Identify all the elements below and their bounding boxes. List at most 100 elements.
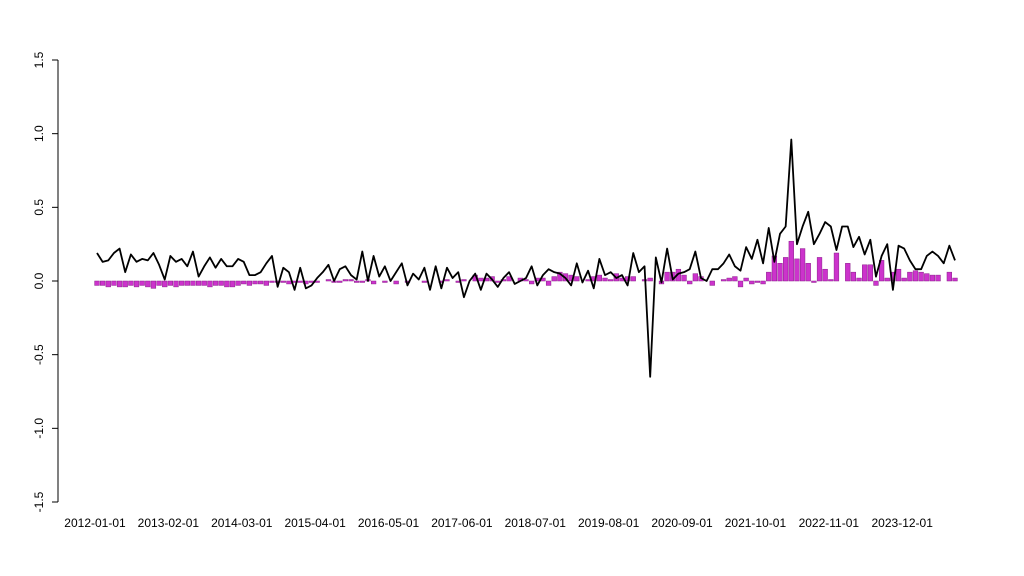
bar [816,257,823,282]
bar [924,273,930,282]
bar [105,280,111,288]
bar [935,274,941,282]
bar [212,280,219,286]
bar [602,277,608,282]
bar [895,268,902,282]
bar [359,280,365,283]
bar [952,277,958,282]
bar [252,280,258,285]
x-tick-label: 2021-10-01 [725,516,787,530]
bar [461,279,467,282]
bar [867,264,873,282]
bar [286,280,292,285]
bar [207,280,213,288]
bar [111,280,117,286]
bar [737,280,744,288]
bar [229,280,236,288]
bar [184,280,190,286]
x-tick-label: 2016-05-01 [358,516,420,530]
bar [235,280,241,286]
bar [478,277,484,282]
bar [370,280,377,285]
x-tick-label: 2015-04-01 [284,516,346,530]
bar [94,280,100,286]
bar [766,271,772,282]
bar [382,280,388,283]
bar [529,280,535,285]
bar [901,277,907,282]
bar [190,280,196,286]
bar [647,277,653,282]
bar [122,280,128,288]
bar [495,280,501,283]
bar [822,268,828,282]
bar [726,277,732,282]
bar [777,263,783,282]
bar [179,280,185,286]
bar [444,279,450,282]
bar [907,271,913,282]
bar [811,280,817,283]
x-tick-label: 2017-06-01 [431,516,493,530]
bar [354,280,360,283]
bar [218,280,224,286]
bar [749,280,755,285]
x-tick-label: 2019-08-01 [578,516,640,530]
bar [833,252,840,282]
bar [421,280,428,283]
bar [681,274,687,282]
bar [856,277,862,282]
bar [348,279,354,282]
y-tick-label: -1.5 [32,491,46,512]
bar [116,280,123,288]
x-tick-label: 2013-02-01 [138,516,200,530]
bar [342,279,348,282]
bar [393,280,399,285]
bar [608,279,614,282]
y-tick-label: -1.0 [32,418,46,439]
bar [732,276,738,282]
bar [754,280,761,283]
bar [918,271,924,282]
bar [263,280,269,286]
bar [743,277,749,282]
bar [630,276,636,282]
bar [201,280,207,286]
bar [551,276,557,282]
bar [258,280,264,285]
bar [156,280,162,286]
x-tick-label: 2012-01-01 [64,516,126,530]
bar [545,280,552,286]
y-tick-label: -0.5 [32,344,46,365]
y-tick-label: 0.5 [32,199,46,216]
bar [162,280,168,288]
bar [862,264,868,282]
bar [664,271,670,282]
bar [269,280,275,283]
bar [100,280,106,286]
x-tick-label: 2020-09-01 [651,516,713,530]
bar [912,270,919,282]
bar [574,276,580,282]
bar [167,280,174,286]
bar [720,279,727,282]
bar [873,280,879,286]
bar [687,280,693,285]
bar [794,258,800,282]
bar [783,257,789,282]
bar [845,263,851,282]
line [96,138,956,378]
bar [280,280,286,283]
bar [760,280,766,285]
bar [195,280,202,286]
bar [850,271,857,282]
bar [145,280,151,288]
bar [709,280,715,286]
bar [929,274,936,282]
bar [946,271,952,282]
bar [173,280,179,288]
y-tick-label: 1.0 [32,125,46,142]
bar [692,273,698,282]
bar [133,280,140,288]
